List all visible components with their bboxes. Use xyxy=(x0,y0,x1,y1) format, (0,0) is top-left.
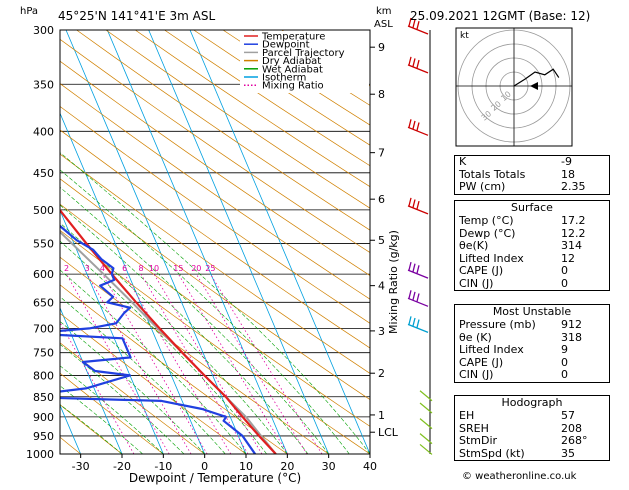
pressure-tick-label: 350 xyxy=(33,78,54,91)
most-unstable-table: Most Unstable Pressure (mb)912 θe (K)318… xyxy=(454,304,610,383)
pressure-tick-label: 700 xyxy=(33,322,54,335)
hodo-row: StmSpd (kt)35 xyxy=(455,448,609,461)
mixing-ratio-label: 8 xyxy=(138,264,143,273)
copyright-footer: © weatheronline.co.uk xyxy=(462,471,576,482)
pressure-tick-label: 600 xyxy=(33,268,54,281)
pressure-tick-label: 850 xyxy=(33,391,54,404)
surface-table: Surface Temp (°C)17.2 Dewp (°C)12.2 θe(K… xyxy=(454,200,610,291)
unstable-row: Pressure (mb)912 xyxy=(455,319,609,332)
k-index-row: K-9 xyxy=(455,156,609,169)
datetime-title: 25.09.2021 12GMT (Base: 12) xyxy=(410,9,590,23)
pressure-tick-label: 750 xyxy=(33,347,54,360)
km-tick-label: 9 xyxy=(378,41,385,54)
x-axis-title: Dewpoint / Temperature (°C) xyxy=(129,471,301,485)
mixing-ratio-label: 10 xyxy=(149,264,159,273)
pressure-tick-label: 800 xyxy=(33,369,54,382)
location-title: 45°25'N 141°41'E 3m ASL xyxy=(58,9,215,23)
pressure-tick-label: 1000 xyxy=(26,448,54,461)
surface-row: Temp (°C)17.2 xyxy=(455,215,609,228)
mixing-ratio-label: 20 xyxy=(191,264,201,273)
x-tick-label: 30 xyxy=(322,460,336,473)
asl-unit-label: ASL xyxy=(374,19,393,30)
pressure-tick-label: 900 xyxy=(33,411,54,424)
mixing-ratio-label: 15 xyxy=(173,264,183,273)
pressure-tick-label: 500 xyxy=(33,204,54,217)
pressure-tick-label: 950 xyxy=(33,430,54,443)
pressure-tick-label: 450 xyxy=(33,167,54,180)
hodograph-table-title: Hodograph xyxy=(455,396,609,410)
km-tick-label: 6 xyxy=(378,193,385,206)
hodograph-unit-label: kt xyxy=(460,31,469,41)
km-tick-label: LCL xyxy=(378,426,399,439)
mixing-ratio-label: 6 xyxy=(122,264,127,273)
km-tick-label: 1 xyxy=(378,409,385,422)
surface-row: CAPE (J)0 xyxy=(455,265,609,278)
pressure-tick-label: 650 xyxy=(33,296,54,309)
km-unit-label: km xyxy=(376,6,392,17)
hpa-unit-label: hPa xyxy=(20,6,38,17)
legend-label: Mixing Ratio xyxy=(262,81,324,92)
surface-title: Surface xyxy=(455,201,609,215)
pressure-tick-label: 300 xyxy=(33,24,54,37)
mixing-ratio-label: 25 xyxy=(205,264,215,273)
pressure-tick-label: 400 xyxy=(33,125,54,138)
km-tick-label: 3 xyxy=(378,325,385,338)
pressure-tick-label: 550 xyxy=(33,237,54,250)
mixing-ratio-label: 3 xyxy=(85,264,90,273)
x-tick-label: 40 xyxy=(363,460,377,473)
pw-row: PW (cm)2.35 xyxy=(455,181,609,194)
km-tick-label: 2 xyxy=(378,367,385,380)
km-tick-label: 5 xyxy=(378,234,385,247)
surface-row: θe(K)314 xyxy=(455,240,609,253)
surface-row: CIN (J)0 xyxy=(455,278,609,291)
km-tick-label: 8 xyxy=(378,88,385,101)
unstable-row: CIN (J)0 xyxy=(455,369,609,382)
km-tick-label: 7 xyxy=(378,147,385,160)
mixing-ratio-axis-title: Mixing Ratio (g/kg) xyxy=(387,230,400,334)
km-tick-label: 4 xyxy=(378,280,385,293)
most-unstable-title: Most Unstable xyxy=(455,305,609,319)
x-tick-label: -30 xyxy=(72,460,90,473)
mixing-ratio-label: 2 xyxy=(64,264,69,273)
